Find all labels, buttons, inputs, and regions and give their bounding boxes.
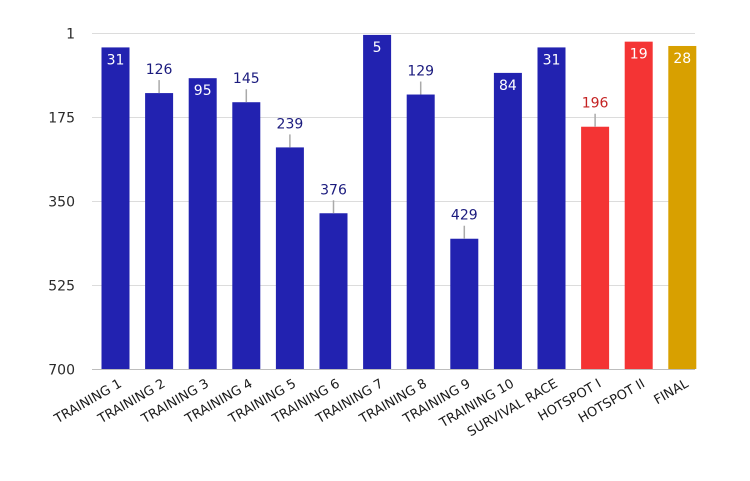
label-leader-lines bbox=[158, 80, 596, 239]
bar bbox=[319, 213, 348, 369]
bar bbox=[581, 126, 610, 369]
data-labels: 31 126 95 145 239 376 5 129 429 84 31 196 19 28 bbox=[107, 40, 692, 224]
data-label: 84 bbox=[499, 78, 517, 94]
y-tick-label: 700 bbox=[48, 363, 75, 379]
bar bbox=[101, 47, 130, 370]
data-label: 376 bbox=[320, 182, 347, 198]
bar bbox=[668, 45, 697, 369]
data-label: 429 bbox=[451, 208, 478, 224]
bar bbox=[450, 238, 479, 369]
data-label: 31 bbox=[543, 52, 561, 68]
data-label: 28 bbox=[673, 51, 691, 67]
bar bbox=[493, 72, 522, 369]
data-label: 5 bbox=[373, 40, 382, 56]
bar bbox=[624, 41, 653, 370]
bar bbox=[275, 147, 304, 369]
data-label: 239 bbox=[277, 116, 304, 132]
x-category-label: FINAL bbox=[652, 376, 692, 408]
bar bbox=[232, 102, 261, 370]
data-label: 129 bbox=[407, 64, 434, 80]
bar bbox=[145, 93, 174, 369]
data-label: 196 bbox=[582, 96, 609, 112]
y-tick-label: 525 bbox=[48, 279, 75, 295]
data-label: 145 bbox=[233, 71, 260, 87]
bar bbox=[188, 78, 217, 370]
bar bbox=[363, 34, 392, 369]
y-tick-label: 350 bbox=[48, 195, 75, 211]
bar bbox=[537, 47, 566, 370]
data-label: 19 bbox=[630, 47, 648, 63]
bar bbox=[406, 94, 435, 370]
data-label: 95 bbox=[194, 83, 212, 99]
data-label: 126 bbox=[146, 62, 173, 78]
y-tick-label: 1 bbox=[66, 27, 75, 43]
bars bbox=[101, 34, 697, 370]
data-label: 31 bbox=[107, 52, 125, 68]
y-axis-ticks: 1 175 350 525 700 bbox=[48, 27, 75, 379]
y-tick-label: 175 bbox=[48, 111, 75, 127]
